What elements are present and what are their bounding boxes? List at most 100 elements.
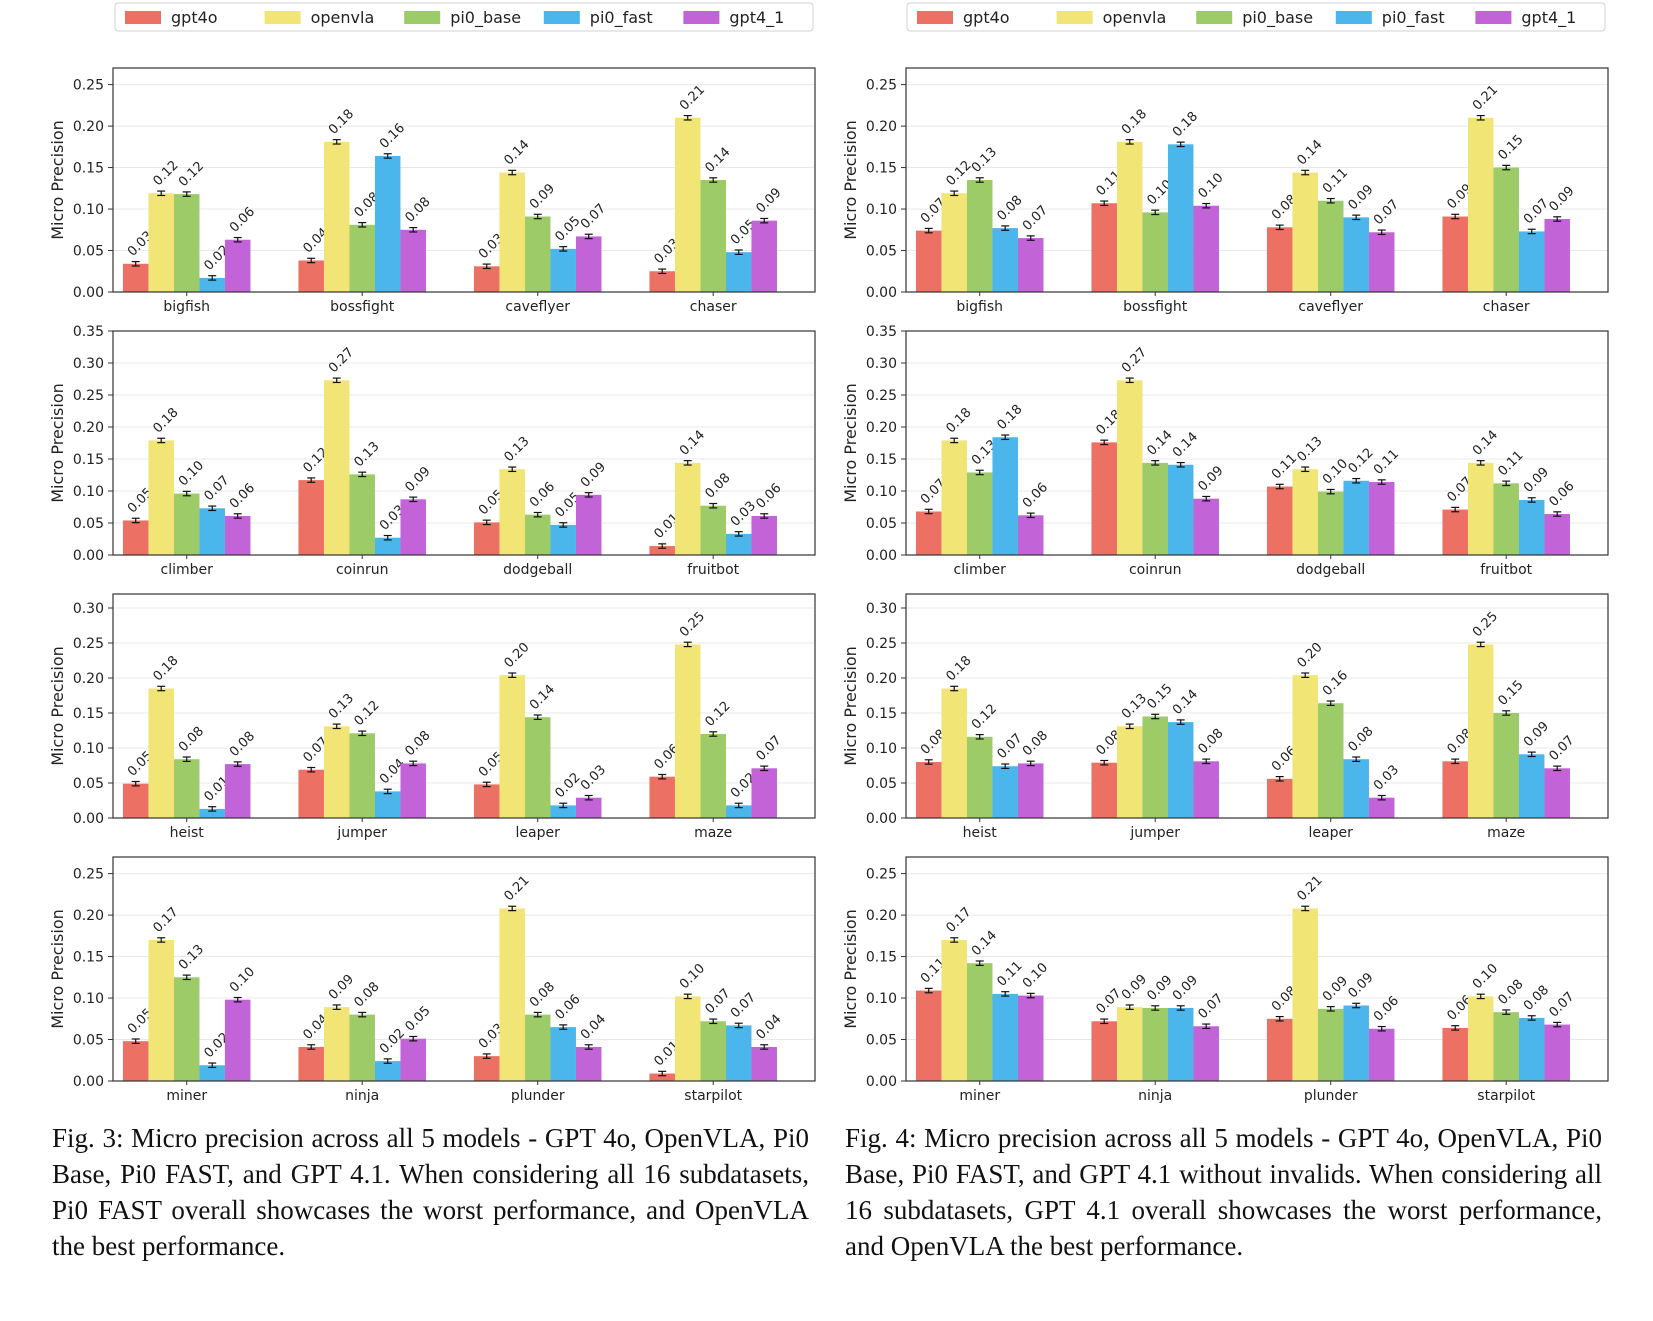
bar-openvla-maze [1467,644,1494,818]
y-axis-label: Micro Precision [48,909,67,1029]
bar-gpt4o-miner [915,990,942,1081]
bar-pi0_fast-bossfight [374,155,401,292]
y-tick-label: 0.00 [866,1074,897,1090]
bar-pi0_base-fruitbot [700,505,726,555]
y-tick-label: 0.25 [73,78,104,94]
bar-gpt4o-maze [1442,761,1468,818]
bar-pi0_base-ninja [349,1014,375,1081]
x-category-label-plunder: plunder [1304,1088,1358,1104]
bar-gpt4o-leaper [1266,778,1293,818]
y-tick-label: 0.00 [866,548,897,564]
x-category-label-chaser: chaser [1483,299,1530,315]
bar-gpt4_1-miner [224,999,251,1081]
bar-gpt4o-fruitbot [649,546,675,555]
bar-gpt4o-heist [915,762,942,818]
bar-gpt4_1-dodgeball [575,494,602,555]
caption-fig3: Fig. 3: Micro precision across all 5 mod… [52,1123,809,1261]
bar-pi0_fast-climber [992,437,1018,555]
bar-pi0_base-bossfight [1142,212,1168,292]
y-tick-label: 0.00 [73,811,104,827]
chart-panel-fig4-row2: 0.00 0.05 0.10 0.15 0.20 0.25 0.30 0.35 Micro Pr… [841,324,1609,578]
bar-pi0_base-coinrun [1142,462,1168,555]
bar-pi0_base-leaper [1317,703,1344,818]
plot-frame [112,67,816,293]
x-category-label-starpilot: starpilot [1477,1088,1535,1104]
bar-pi0_base-bigfish [966,180,993,292]
x-category-label-caveflyer: caveflyer [505,299,570,315]
bar-pi0_base-dodgeball [524,514,551,555]
plot-frame [905,330,1609,556]
y-tick-label: 0.05 [866,1033,897,1049]
bar-gpt4_1-bigfish [1017,238,1044,292]
y-tick-label: 0.00 [866,285,897,301]
bar-pi0_fast-plunder [550,1027,576,1081]
x-category-label-bigfish: bigfish [163,299,210,315]
bar-gpt4_1-bossfight [400,229,426,292]
bar-pi0_fast-dodgeball [550,524,576,555]
y-tick-label: 0.25 [866,388,897,404]
bar-pi0_base-starpilot [700,1021,726,1081]
bar-pi0_base-plunder [524,1014,551,1081]
bar-openvla-miner [941,939,967,1081]
x-category-label-coinrun: coinrun [1129,562,1182,578]
y-tick-label: 0.10 [866,202,897,218]
bar-pi0_base-plunder [1317,1008,1344,1081]
x-category-label-caveflyer: caveflyer [1298,299,1363,315]
bar-pi0_base-maze [700,734,726,818]
bar-openvla-caveflyer [1292,172,1318,292]
y-tick-label: 0.25 [866,636,897,652]
bar-gpt4_1-plunder [575,1046,602,1081]
x-category-label-fruitbot: fruitbot [687,562,739,578]
legend-label-pi0_base: pi0_base [1242,8,1313,28]
y-tick-label: 0.10 [73,484,104,500]
y-tick-label: 0.30 [73,601,104,617]
bar-openvla-climber [148,440,174,555]
bar-gpt4o-climber [122,520,149,555]
bar-pi0_fast-heist [992,766,1018,818]
bar-gpt4_1-fruitbot [1544,514,1570,555]
bar-gpt4_1-maze [751,768,777,818]
legend-label-gpt4_1: gpt4_1 [1521,8,1576,28]
plot-frame [905,67,1609,293]
bar-openvla-fruitbot [674,462,701,555]
bar-openvla-maze [674,644,701,818]
bar-openvla-ninja [1116,1007,1143,1081]
bar-gpt4o-bigfish [915,230,942,292]
y-tick-label: 0.20 [73,671,104,687]
y-tick-label: 0.15 [866,950,897,966]
bar-pi0_fast-jumper [374,791,401,818]
bar-openvla-coinrun [1116,380,1143,555]
bar-gpt4o-dodgeball [473,522,500,555]
y-tick-label: 0.15 [73,452,104,468]
bar-pi0_base-ninja [1142,1007,1168,1081]
bar-gpt4_1-jumper [1193,761,1219,818]
bar-gpt4o-starpilot [649,1073,675,1081]
legend-fig3: gpt4o openvla pi0_base pi0_fast gpt4_1 [114,2,814,32]
bar-pi0_fast-leaper [1343,759,1369,818]
y-tick-label: 0.35 [866,324,897,340]
bar-pi0_fast-ninja [1167,1007,1194,1081]
bar-pi0_base-caveflyer [524,216,551,292]
legend-label-gpt4_1: gpt4_1 [729,8,784,28]
bar-openvla-jumper [1116,726,1143,818]
x-category-label-ninja: ninja [1138,1088,1172,1104]
caption-fig4: Fig. 4: Micro precision across all 5 mod… [845,1123,1602,1261]
bar-pi0_base-heist [966,736,993,818]
bar-pi0_fast-plunder [1343,1005,1369,1081]
x-category-label-jumper: jumper [336,825,387,841]
bar-gpt4_1-caveflyer [1368,232,1395,292]
plot-frame [905,593,1609,819]
y-tick-label: 0.30 [866,601,897,617]
y-tick-label: 0.05 [866,244,897,260]
bar-gpt4o-caveflyer [473,266,500,292]
bar-pi0_fast-starpilot [1518,1017,1545,1081]
bar-gpt4o-bigfish [122,263,149,292]
bar-pi0_base-jumper [1142,716,1168,818]
bar-openvla-bossfight [1116,141,1143,292]
bar-gpt4_1-climber [1017,515,1044,555]
legend-label-pi0_fast: pi0_fast [590,8,653,28]
bar-openvla-starpilot [674,996,701,1081]
bar-pi0_fast-miner [992,993,1018,1081]
bar-gpt4_1-leaper [1368,797,1395,818]
